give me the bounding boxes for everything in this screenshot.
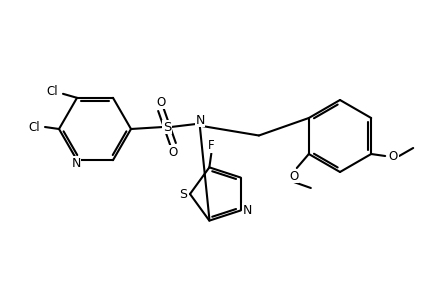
Text: N: N — [195, 114, 205, 126]
Text: F: F — [208, 139, 215, 152]
Text: O: O — [289, 170, 299, 183]
Text: S: S — [179, 187, 187, 201]
Text: N: N — [243, 204, 252, 217]
Text: N: N — [71, 157, 81, 170]
Text: Cl: Cl — [46, 85, 58, 98]
Text: O: O — [156, 95, 165, 108]
Text: O: O — [168, 145, 178, 158]
Text: Cl: Cl — [28, 120, 40, 133]
Text: O: O — [388, 149, 398, 162]
Text: S: S — [163, 120, 171, 133]
